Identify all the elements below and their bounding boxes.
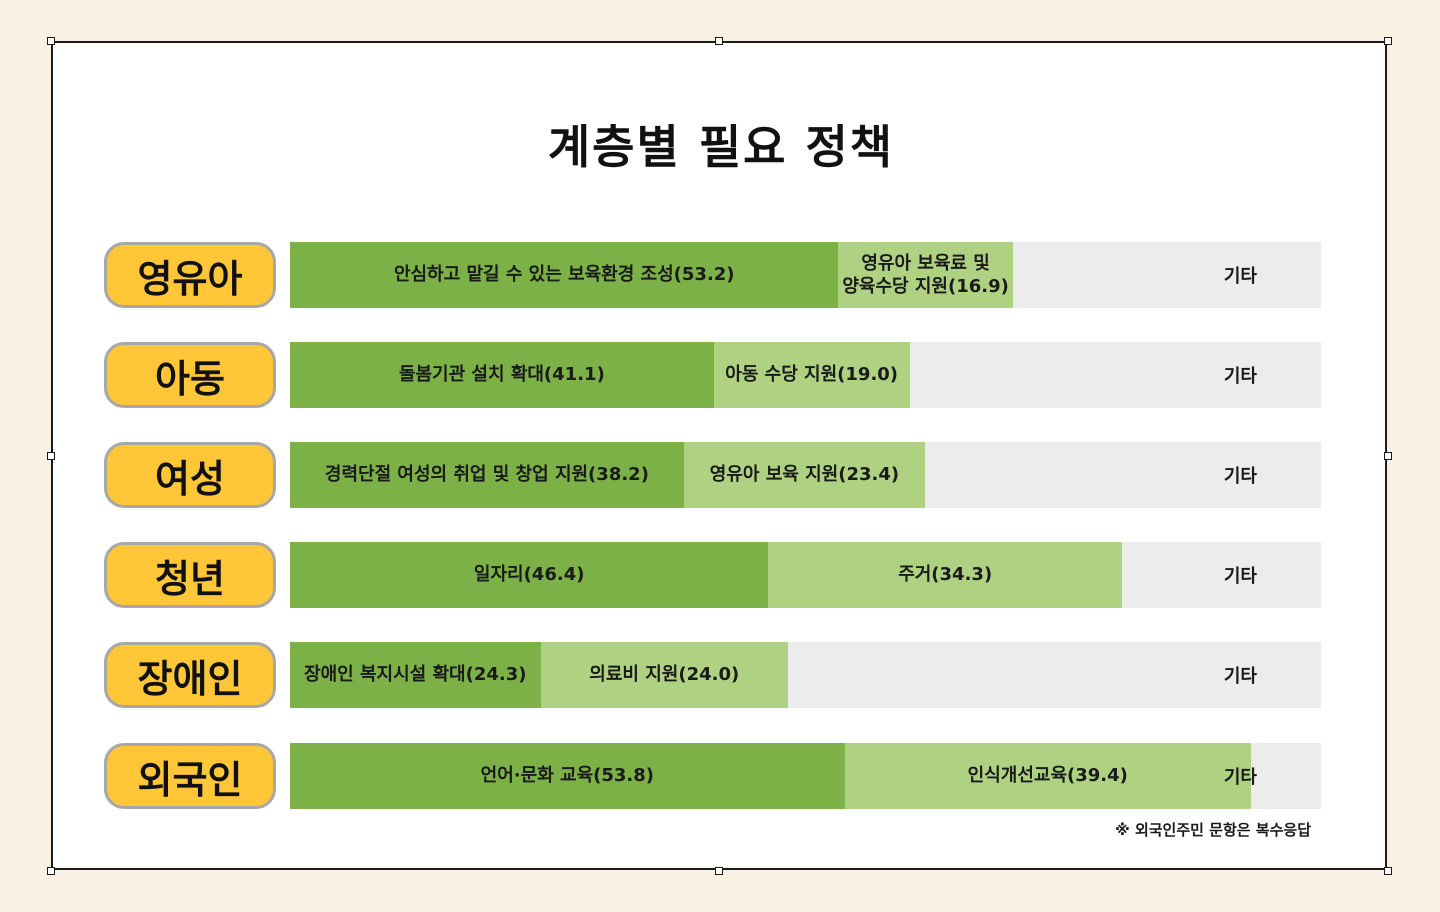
- bar-track: 경력단절 여성의 취업 및 창업 지원(38.2) 영유아 보육 지원(23.4)…: [290, 442, 1321, 508]
- bar-segment-primary: 언어·문화 교육(53.8): [290, 743, 845, 809]
- chart-canvas: 계층별 필요 정책 영유아 안심하고 맡길 수 있는 보육환경 조성(53.2) 영…: [51, 41, 1387, 870]
- bar-segment-primary: 경력단절 여성의 취업 및 창업 지원(38.2): [290, 442, 684, 508]
- data-label: 장애인 복지시설 확대(24.3): [304, 664, 527, 686]
- bar-segment-primary: 일자리(46.4): [290, 542, 769, 608]
- bar-track: 언어·문화 교육(53.8) 인식개선교육(39.4) 기타: [290, 743, 1321, 809]
- resize-handle-top-right[interactable]: [1384, 37, 1392, 45]
- remainder-label: 기타: [1223, 266, 1257, 287]
- bar-row: 청년 일자리(46.4) 주거(34.3) 기타: [53, 542, 1389, 608]
- category-label: 장애인: [104, 642, 276, 708]
- data-label: 아동 수당 지원(19.0): [725, 364, 899, 386]
- remainder-label: 기타: [1223, 466, 1257, 487]
- resize-handle-top-center[interactable]: [715, 37, 723, 45]
- bar-track: 돌봄기관 설치 확대(41.1) 아동 수당 지원(19.0) 기타: [290, 342, 1321, 408]
- resize-handle-bottom-center[interactable]: [715, 867, 723, 875]
- category-label: 아동: [104, 342, 276, 408]
- bar-segment-secondary: 인식개선교육(39.4): [844, 743, 1251, 809]
- bar-track: 안심하고 맡길 수 있는 보육환경 조성(53.2) 영유아 보육료 및 양육수당…: [290, 242, 1321, 308]
- bar-row: 외국인 언어·문화 교육(53.8) 인식개선교육(39.4) 기타: [53, 743, 1389, 809]
- resize-handle-bottom-left[interactable]: [47, 867, 55, 875]
- resize-handle-top-left[interactable]: [47, 37, 55, 45]
- remainder-label: 기타: [1223, 366, 1257, 387]
- data-label: 안심하고 맡길 수 있는 보육환경 조성(53.2): [393, 264, 735, 286]
- data-label: 의료비 지원(24.0): [589, 664, 740, 686]
- bar-row: 아동 돌봄기관 설치 확대(41.1) 아동 수당 지원(19.0) 기타: [53, 342, 1389, 408]
- chart-title: 계층별 필요 정책: [547, 120, 895, 174]
- data-label: 영유아 보육 지원(23.4): [709, 464, 900, 486]
- data-label: 영유아 보육료 및 양육수당 지원(16.9): [842, 252, 1009, 297]
- data-label: 돌봄기관 설치 확대(41.1): [398, 364, 605, 386]
- bar-track: 장애인 복지시설 확대(24.3) 의료비 지원(24.0) 기타: [290, 642, 1321, 708]
- bar-segment-secondary: 의료비 지원(24.0): [540, 642, 788, 708]
- bar-row: 장애인 장애인 복지시설 확대(24.3) 의료비 지원(24.0) 기타: [53, 642, 1389, 708]
- category-label: 영유아: [104, 242, 276, 308]
- data-label: 주거(34.3): [898, 564, 993, 586]
- bar-segment-primary: 안심하고 맡길 수 있는 보육환경 조성(53.2): [290, 242, 839, 308]
- footnote: ※ 외국인주민 문항은 복수응답: [1115, 821, 1311, 839]
- resize-handle-bottom-right[interactable]: [1384, 867, 1392, 875]
- bar-segment-primary: 장애인 복지시설 확대(24.3): [290, 642, 541, 708]
- bar-segment-secondary: 아동 수당 지원(19.0): [713, 342, 910, 408]
- data-label: 경력단절 여성의 취업 및 창업 지원(38.2): [324, 464, 649, 486]
- bar-segment-secondary: 주거(34.3): [768, 542, 1122, 608]
- bar-row: 여성 경력단절 여성의 취업 및 창업 지원(38.2) 영유아 보육 지원(23.…: [53, 442, 1389, 508]
- category-label: 외국인: [104, 743, 276, 809]
- category-label: 여성: [104, 442, 276, 508]
- bar-segment-primary: 돌봄기관 설치 확대(41.1): [290, 342, 714, 408]
- resize-handle-middle-left[interactable]: [47, 452, 55, 460]
- bar-segment-secondary: 영유아 보육료 및 양육수당 지원(16.9): [838, 242, 1013, 308]
- remainder-label: 기타: [1223, 666, 1257, 687]
- bar-segment-secondary: 영유아 보육 지원(23.4): [683, 442, 926, 508]
- remainder-label: 기타: [1223, 767, 1257, 788]
- resize-handle-middle-right[interactable]: [1384, 452, 1392, 460]
- data-label: 일자리(46.4): [473, 564, 585, 586]
- data-label: 언어·문화 교육(53.8): [480, 765, 654, 787]
- bar-track: 일자리(46.4) 주거(34.3) 기타: [290, 542, 1321, 608]
- category-label: 청년: [104, 542, 276, 608]
- data-label: 인식개선교육(39.4): [967, 765, 1128, 787]
- remainder-label: 기타: [1223, 566, 1257, 587]
- bar-row: 영유아 안심하고 맡길 수 있는 보육환경 조성(53.2) 영유아 보육료 및 양…: [53, 242, 1389, 308]
